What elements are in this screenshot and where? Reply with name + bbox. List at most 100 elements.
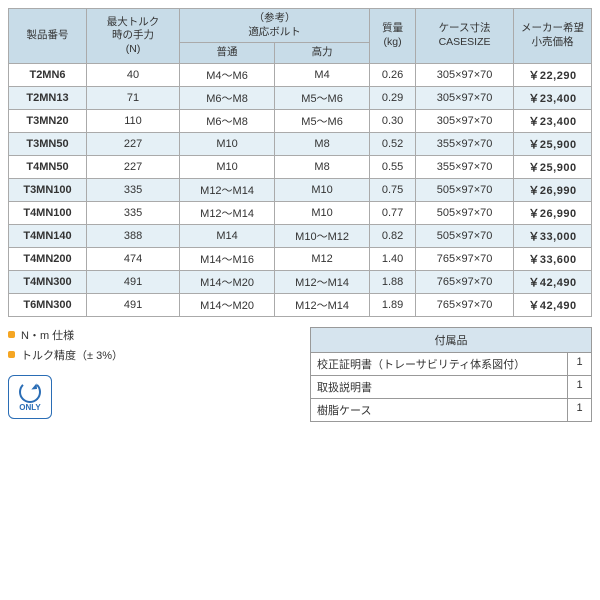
accessories-block: 付属品 校正証明書（トレーサビリティ体系図付）1取扱説明書1樹脂ケース1 [310,327,592,422]
cell-mass: 0.29 [370,86,416,109]
accessory-label: 取扱説明書 [311,376,567,398]
bullet-icon [8,351,15,358]
only-badge: ONLY [8,375,52,419]
cell-price: ￥42,490 [514,293,592,316]
table-row: T3MN50227M10M80.52355×97×70￥25,900 [9,132,592,155]
spec-table-header: 製品番号 最大トルク時の手力(N) （参考）適応ボルト 質量(kg) ケース寸法… [9,9,592,64]
accessory-label: 樹脂ケース [311,399,567,421]
cell-mass: 1.88 [370,270,416,293]
cell-bolt-normal: M14 [180,224,275,247]
cell-product-no: T4MN300 [9,270,87,293]
cell-price: ￥42,490 [514,270,592,293]
cell-product-no: T2MN6 [9,63,87,86]
cell-case-size: 765×97×70 [416,247,514,270]
th-case-size: ケース寸法CASESIZE [416,9,514,64]
cell-product-no: T3MN50 [9,132,87,155]
cell-mass: 1.89 [370,293,416,316]
accessory-row: 校正証明書（トレーサビリティ体系図付）1 [310,353,592,376]
rotation-icon [19,381,41,403]
cell-case-size: 505×97×70 [416,224,514,247]
cell-product-no: T4MN100 [9,201,87,224]
cell-product-no: T3MN100 [9,178,87,201]
cell-price: ￥22,290 [514,63,592,86]
cell-bolt-normal: M14～M20 [180,293,275,316]
cell-force: 71 [87,86,180,109]
cell-bolt-high: M10 [275,178,370,201]
th-mass: 質量(kg) [370,9,416,64]
table-row: T4MN140388M14M10～M120.82505×97×70￥33,000 [9,224,592,247]
cell-product-no: T3MN20 [9,109,87,132]
accessory-label: 校正証明書（トレーサビリティ体系図付） [311,353,567,375]
cell-case-size: 505×97×70 [416,178,514,201]
cell-bolt-normal: M10 [180,155,275,178]
cell-bolt-normal: M14～M20 [180,270,275,293]
cell-force: 40 [87,63,180,86]
cell-product-no: T6MN300 [9,293,87,316]
cell-force: 491 [87,293,180,316]
note-text: N・m 仕様 [21,327,74,343]
th-bolt-high: 高力 [275,43,370,64]
cell-force: 388 [87,224,180,247]
cell-mass: 0.77 [370,201,416,224]
table-row: T2MN640M4～M6M40.26305×97×70￥22,290 [9,63,592,86]
cell-price: ￥33,000 [514,224,592,247]
cell-force: 335 [87,201,180,224]
cell-bolt-high: M12～M14 [275,293,370,316]
cell-force: 227 [87,132,180,155]
cell-bolt-normal: M6～M8 [180,86,275,109]
cell-bolt-normal: M14～M16 [180,247,275,270]
cell-bolt-high: M10～M12 [275,224,370,247]
cell-bolt-high: M5～M6 [275,109,370,132]
th-max-torque: 最大トルク時の手力(N) [87,9,180,64]
cell-bolt-high: M12～M14 [275,270,370,293]
note-item: N・m 仕様 [8,327,290,343]
cell-bolt-normal: M12～M14 [180,201,275,224]
cell-price: ￥33,600 [514,247,592,270]
cell-product-no: T4MN50 [9,155,87,178]
cell-bolt-high: M4 [275,63,370,86]
cell-case-size: 765×97×70 [416,293,514,316]
cell-mass: 0.30 [370,109,416,132]
notes-section: N・m 仕様トルク精度（± 3%） ONLY 付属品 校正証明書（トレーサビリテ… [8,327,592,422]
cell-force: 227 [87,155,180,178]
cell-price: ￥23,400 [514,109,592,132]
cell-mass: 0.82 [370,224,416,247]
cell-case-size: 355×97×70 [416,155,514,178]
accessory-qty: 1 [567,399,591,421]
cell-case-size: 305×97×70 [416,86,514,109]
th-product-no: 製品番号 [9,9,87,64]
th-bolt-group: （参考）適応ボルト [180,9,370,43]
notes-left: N・m 仕様トルク精度（± 3%） ONLY [8,327,290,419]
accessory-qty: 1 [567,353,591,375]
cell-price: ￥25,900 [514,132,592,155]
table-row: T2MN1371M6～M8M5～M60.29305×97×70￥23,400 [9,86,592,109]
cell-mass: 0.75 [370,178,416,201]
cell-bolt-high: M8 [275,155,370,178]
table-row: T4MN50227M10M80.55355×97×70￥25,900 [9,155,592,178]
cell-product-no: T4MN200 [9,247,87,270]
accessory-row: 樹脂ケース1 [310,399,592,422]
cell-bolt-normal: M12～M14 [180,178,275,201]
table-row: T3MN100335M12～M14M100.75505×97×70￥26,990 [9,178,592,201]
note-text: トルク精度（± 3%） [21,347,123,363]
note-item: トルク精度（± 3%） [8,347,290,363]
cell-bolt-high: M8 [275,132,370,155]
bullet-icon [8,331,15,338]
cell-force: 474 [87,247,180,270]
cell-mass: 1.40 [370,247,416,270]
accessory-row: 取扱説明書1 [310,376,592,399]
cell-case-size: 305×97×70 [416,109,514,132]
table-row: T3MN20110M6～M8M5～M60.30305×97×70￥23,400 [9,109,592,132]
cell-price: ￥26,990 [514,178,592,201]
cell-bolt-high: M10 [275,201,370,224]
cell-case-size: 305×97×70 [416,63,514,86]
cell-mass: 0.55 [370,155,416,178]
cell-mass: 0.52 [370,132,416,155]
cell-case-size: 355×97×70 [416,132,514,155]
cell-price: ￥26,990 [514,201,592,224]
table-row: T4MN200474M14～M16M121.40765×97×70￥33,600 [9,247,592,270]
th-bolt-normal: 普通 [180,43,275,64]
table-row: T6MN300491M14～M20M12～M141.89765×97×70￥42… [9,293,592,316]
cell-bolt-normal: M6～M8 [180,109,275,132]
cell-bolt-high: M5～M6 [275,86,370,109]
